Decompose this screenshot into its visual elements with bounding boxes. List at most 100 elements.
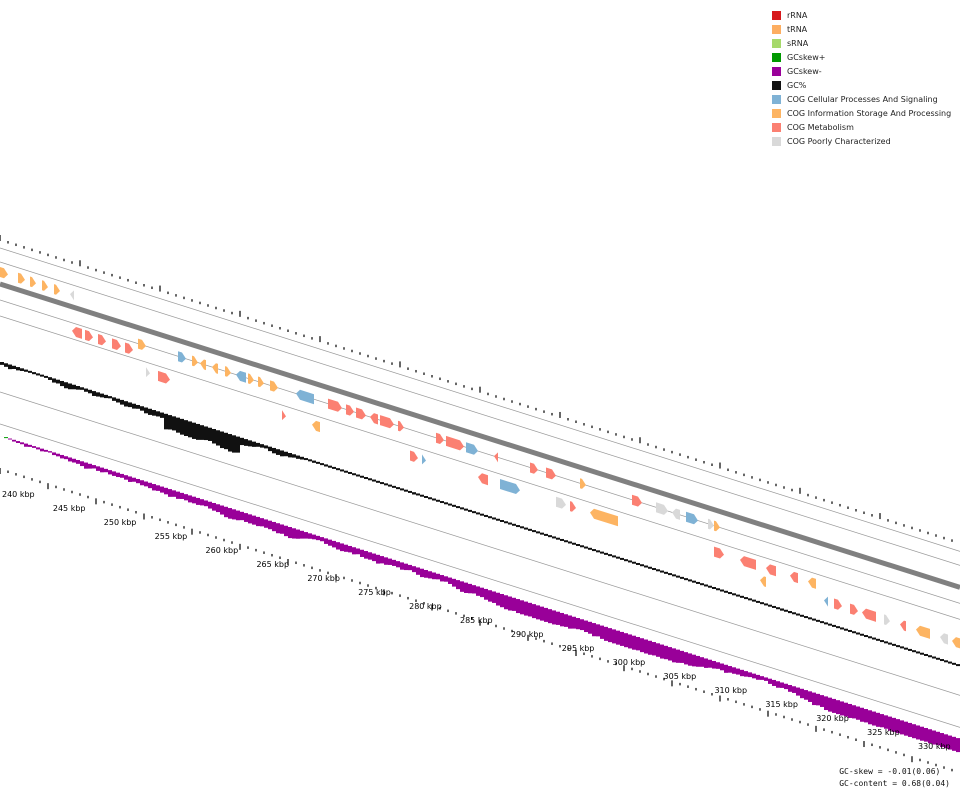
- gc-content-bar: [156, 411, 160, 417]
- gc-content-bar: [584, 546, 588, 549]
- ring-line: [0, 261, 960, 566]
- gc-skew-bar: [928, 729, 932, 744]
- gc-skew-bar: [204, 500, 208, 507]
- gc-content-bar: [632, 561, 636, 564]
- gc-content-bar: [200, 425, 204, 440]
- gc-skew-bar: [168, 489, 172, 497]
- gc-skew-bar: [788, 685, 792, 692]
- gc-content-bar: [264, 445, 268, 449]
- gc-content-bar: [472, 511, 476, 514]
- gc-skew-bar: [448, 577, 452, 584]
- gc-content-bar: [28, 370, 32, 373]
- scale-label: 240 kbp: [2, 490, 35, 499]
- gc-skew-bar: [944, 734, 948, 749]
- gc-skew-bar: [96, 466, 100, 471]
- gc-skew-bar: [192, 496, 196, 504]
- gc-content-bar: [892, 643, 896, 646]
- gene-arrow: [346, 404, 354, 416]
- gc-skew-bar: [688, 653, 692, 666]
- gene-arrow: [884, 614, 890, 625]
- legend-label: sRNA: [787, 38, 809, 48]
- gc-skew-bar: [132, 477, 136, 482]
- gene-arrow: [236, 370, 246, 383]
- gc-skew-bar: [12, 439, 16, 442]
- gc-skew-bar: [868, 710, 872, 725]
- gc-content-bar: [164, 413, 168, 430]
- gc-content-bar: [832, 624, 836, 627]
- gene-arrow: [466, 442, 478, 455]
- gc-skew-bar: [384, 557, 388, 565]
- gc-skew-bar: [380, 556, 384, 564]
- gc-content-bar: [396, 487, 400, 490]
- gc-content-bar: [336, 468, 340, 471]
- gc-content-bar: [628, 560, 632, 563]
- gc-skew-bar: [536, 605, 540, 620]
- gc-skew-bar: [288, 527, 292, 539]
- gc-content-bar: [176, 417, 180, 433]
- gc-content-bar: [136, 404, 140, 409]
- gc-content-bar: [364, 477, 368, 480]
- gc-skew-bar: [896, 719, 900, 734]
- gc-content-bar: [956, 664, 960, 667]
- gc-content-bar: [848, 629, 852, 632]
- gc-content-bar: [952, 662, 956, 665]
- gc-content-bar: [640, 564, 644, 567]
- gene-arrow: [0, 267, 8, 279]
- legend-item: tRNA: [772, 22, 951, 36]
- gc-content-bar: [944, 660, 948, 663]
- gc-content-bar: [884, 641, 888, 644]
- gc-content-bar: [676, 575, 680, 578]
- gc-content-bar: [560, 538, 564, 541]
- gc-content-bar: [796, 613, 800, 616]
- legend-item: COG Information Storage And Processing: [772, 106, 951, 120]
- gc-content-bar: [276, 449, 280, 455]
- gc-content-bar: [852, 631, 856, 634]
- legend-label: rRNA: [787, 10, 808, 20]
- legend-swatch: [772, 24, 781, 34]
- gc-content-bar: [108, 396, 112, 399]
- gc-content-bar: [652, 568, 656, 571]
- gc-content-bar: [672, 574, 676, 577]
- gc-skew-bar: [300, 530, 304, 539]
- scale-label: 325 kbp: [867, 728, 900, 737]
- gene-arrow: [862, 608, 876, 622]
- gc-skew-bar: [112, 471, 116, 476]
- scale-label: 285 kbp: [460, 616, 493, 625]
- gc-content-bar: [612, 555, 616, 558]
- gc-content-bar: [268, 446, 272, 452]
- gc-skew-bar: [196, 497, 200, 505]
- gc-skew-bar: [260, 518, 264, 527]
- gc-content-bar: [728, 592, 732, 595]
- legend-label: GCskew+: [787, 52, 826, 62]
- gc-skew-bar: [80, 461, 84, 467]
- gc-content-bar: [528, 528, 532, 531]
- gene-arrow: [70, 290, 74, 301]
- gc-content-bar: [564, 540, 568, 543]
- gc-skew-bar: [844, 702, 848, 717]
- gc-skew-bar: [900, 720, 904, 735]
- gc-content-bar: [932, 656, 936, 659]
- gc-skew-bar: [228, 508, 232, 519]
- gc-skew-bar: [720, 663, 724, 671]
- scale-label: 260 kbp: [206, 546, 239, 555]
- gene-arrow: [436, 432, 444, 445]
- gc-skew-bar: [792, 686, 796, 693]
- gc-skew-bar: [432, 572, 436, 580]
- gc-skew-bar: [280, 524, 284, 534]
- gene-arrow: [952, 637, 960, 649]
- gc-skew-bar: [884, 715, 888, 729]
- gc-skew-bar: [672, 648, 676, 663]
- gc-content-bar: [132, 403, 136, 409]
- legend-item: COG Poorly Characterized: [772, 134, 951, 148]
- gc-skew-bar: [360, 549, 364, 557]
- gc-skew-bar: [268, 520, 272, 530]
- gc-content-bar: [644, 565, 648, 568]
- gc-skew-bar: [760, 676, 764, 680]
- gc-content-bar: [8, 364, 12, 370]
- gc-skew-bar: [832, 698, 836, 713]
- gc-skew-bar: [752, 673, 756, 679]
- gene-arrow: [270, 380, 278, 392]
- gc-content-bar: [948, 661, 952, 664]
- gene-arrow: [422, 454, 426, 465]
